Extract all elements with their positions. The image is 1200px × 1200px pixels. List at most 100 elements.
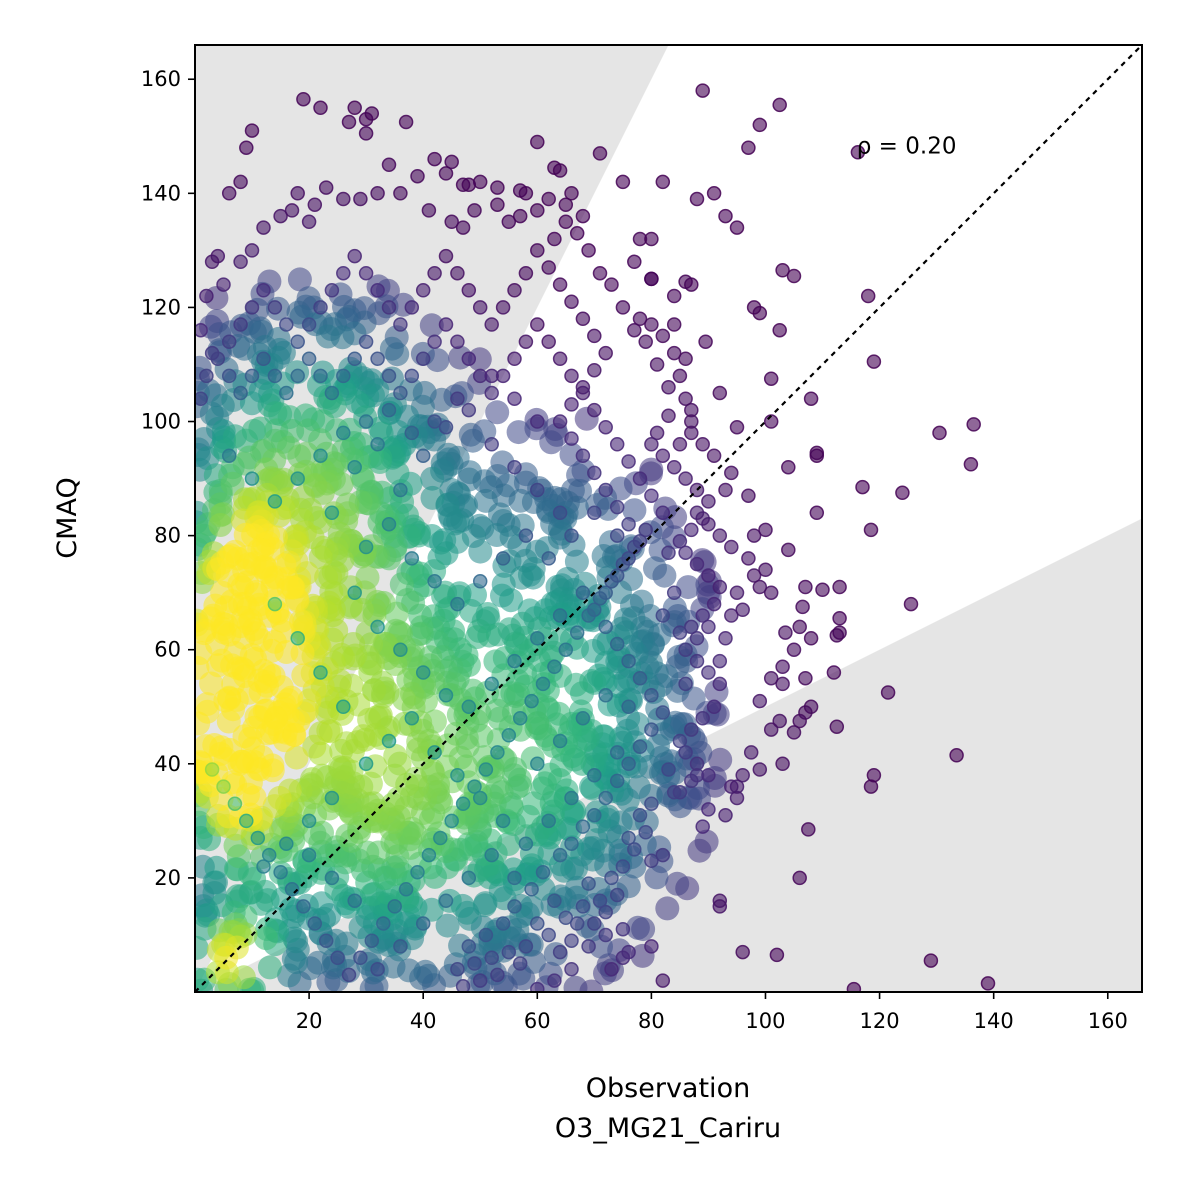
scatter-point-459 [336, 425, 351, 441]
scatter-point-248 [461, 939, 477, 954]
scatter-point-314 [256, 283, 271, 298]
density-mark-1449 [214, 945, 239, 970]
scatter-point-238 [530, 916, 545, 931]
scatter-point-242 [490, 967, 505, 983]
scatter-point-103 [552, 944, 568, 960]
x-tick-label-80: 80 [638, 1009, 665, 1033]
scatter-point-72 [795, 599, 810, 615]
density-mark-1358 [308, 545, 333, 570]
scatter-point-391 [261, 847, 277, 863]
scatter-point-329 [336, 368, 351, 384]
scatter-point-246 [455, 979, 471, 992]
scatter-point-168 [233, 254, 248, 270]
scatter-point-40 [772, 97, 787, 113]
scatter-point-183 [655, 328, 671, 344]
scatter-point-432 [324, 790, 340, 806]
scatter-point-374 [455, 796, 471, 811]
x-tick-label-120: 120 [860, 1009, 900, 1033]
scatter-point-399 [370, 437, 385, 452]
scatter-point-61 [741, 551, 756, 566]
scatter-point-419 [358, 756, 374, 772]
scatter-point-35 [772, 322, 787, 338]
scatter-point-39 [695, 83, 710, 98]
scatter-point-234 [564, 933, 579, 948]
scatter-point-348 [552, 351, 568, 367]
scatter-point-6 [903, 596, 919, 612]
plot-frame [194, 44, 1143, 993]
scatter-point-252 [524, 882, 539, 897]
scatter-point-256 [575, 819, 591, 834]
scatter-point-101 [547, 973, 562, 988]
scatter-point-200 [678, 545, 693, 560]
scatter-point-265 [632, 670, 648, 686]
scatter-point-414 [484, 676, 499, 692]
scatter-point-306 [347, 248, 362, 264]
x-tick-label-40: 40 [410, 1009, 437, 1033]
scatter-point-303 [381, 300, 397, 315]
density-mark-49 [625, 915, 650, 940]
scatter-point-221 [644, 796, 659, 811]
scatter-point-331 [358, 334, 374, 349]
scatter-point-114 [803, 631, 819, 646]
scatter-point-264 [644, 688, 659, 703]
scatter-point-172 [221, 186, 237, 201]
scatter-point-313 [267, 300, 283, 315]
scatter-point-144 [564, 186, 579, 201]
scatter-point-376 [433, 830, 448, 846]
y-tick-label-140: 140 [141, 181, 181, 205]
scatter-point-150 [501, 214, 517, 230]
scatter-point-7 [895, 485, 910, 501]
scatter-point-254 [552, 847, 568, 863]
scatter-point-284 [598, 345, 613, 361]
y-axis-label: CMAQ [52, 477, 83, 558]
scatter-point-105 [743, 745, 759, 760]
scatter-point-239 [518, 939, 534, 954]
density-mark-446 [435, 913, 460, 938]
scatter-point-347 [541, 334, 556, 349]
scatter-point-504 [604, 277, 619, 292]
scatter-point-44 [718, 208, 733, 224]
scatter-point-59 [758, 522, 773, 538]
scatter-point-160 [336, 191, 351, 207]
density-mark-26 [665, 871, 690, 896]
scatter-point-365 [558, 642, 574, 657]
scatter-point-277 [587, 465, 602, 481]
scatter-point-378 [410, 864, 425, 880]
scatter-point-372 [478, 762, 494, 777]
scatter-point-2 [866, 354, 882, 369]
scatter-point-210 [701, 665, 716, 680]
density-mark-438 [420, 466, 445, 491]
scatter-point-79 [752, 693, 768, 709]
scatter-point-165 [273, 208, 288, 224]
scatter-point-416 [530, 631, 545, 646]
scatter-point-317 [221, 334, 237, 349]
scatter-point-392 [250, 830, 266, 846]
scatter-point-93 [615, 921, 631, 937]
scatter-point-154 [444, 214, 459, 230]
scatter-point-484 [655, 608, 671, 623]
scatter-point-453 [484, 368, 499, 384]
scatter-point-486 [718, 631, 733, 646]
scatter-point-340 [461, 351, 477, 367]
scatter-point-217 [689, 756, 705, 772]
scatter-point-290 [530, 243, 545, 258]
scatter-point-232 [575, 899, 591, 914]
scatter-point-71 [792, 619, 807, 635]
density-mark-1253 [361, 791, 386, 816]
scatter-point-218 [701, 767, 716, 783]
scatter-point-92 [621, 830, 636, 846]
scatter-point-502 [627, 322, 642, 338]
scatter-point-307 [336, 265, 351, 281]
scatter-point-235 [558, 910, 574, 926]
scatter-point-458 [358, 414, 374, 429]
scatter-point-99 [604, 961, 619, 977]
scatter-point-135 [530, 134, 545, 150]
scatter-point-386 [318, 933, 334, 948]
scatter-point-505 [592, 265, 608, 281]
scatter-point-470 [507, 870, 522, 886]
scatter-point-259 [609, 773, 625, 789]
scatter-point-45 [729, 220, 745, 235]
scatter-point-417 [552, 608, 568, 623]
scatter-point-456 [404, 425, 420, 441]
scatter-point-27 [809, 505, 825, 521]
